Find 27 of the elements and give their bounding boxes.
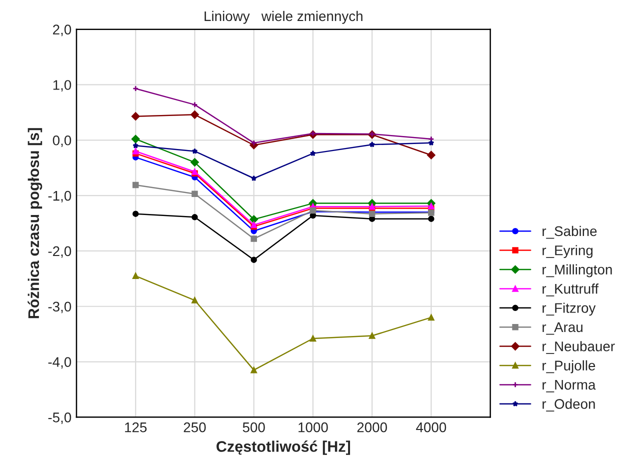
y-tick-label: 1,0: [53, 80, 72, 92]
legend-label: r_Odeon: [542, 398, 595, 412]
x-tick-label: 250: [184, 422, 206, 432]
y-tick-label: -2,0: [48, 246, 72, 258]
legend-label: r_Arau: [542, 322, 582, 335]
y-tick-label: -1,0: [48, 190, 72, 202]
legend-label: r_Norma: [542, 380, 596, 392]
legend-label: r_Fitzroy: [542, 302, 596, 316]
x-tick-label: 500: [242, 422, 265, 432]
y-tick-label: 0,0: [52, 135, 72, 147]
x-axis-title: Częstotliwość [Hz]: [216, 440, 350, 455]
x-tick-label: 125: [125, 422, 147, 432]
x-tick-label: 1000: [298, 422, 328, 432]
legend-label: r_Neubauer: [542, 341, 615, 354]
legend-label: r_Kuttruff: [542, 284, 599, 296]
legend-label: r_Pujolle: [542, 360, 596, 374]
chart-title: Liniowy wiele zmiennych: [204, 10, 362, 24]
legend-label: r_Sabine: [542, 226, 597, 239]
x-tick-label: 4000: [416, 422, 446, 432]
x-tick-label: 2000: [357, 422, 387, 432]
y-tick-label: 2,0: [53, 24, 72, 36]
legend-label: r_Eyring: [542, 245, 592, 258]
y-tick-label: -5,0: [48, 412, 72, 424]
y-tick-label: -3,0: [48, 302, 72, 314]
legend-label: r_Millington: [542, 264, 612, 278]
y-axis-title: Różnica czasu pogłosu [s]: [28, 128, 42, 318]
y-tick-label: -4,0: [48, 357, 72, 369]
